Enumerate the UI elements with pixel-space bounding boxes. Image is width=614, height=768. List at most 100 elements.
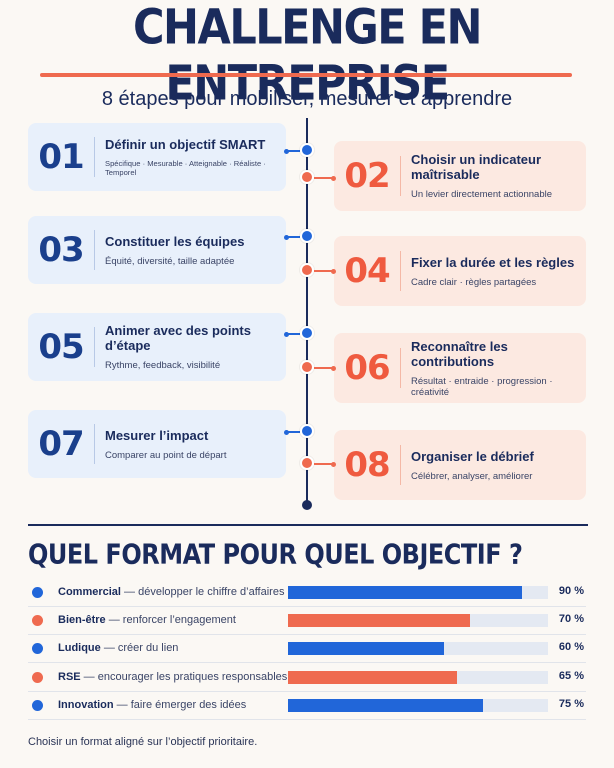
step-card-07: 07 Mesurer l’impact Comparer au point de… bbox=[28, 410, 286, 478]
step-connector bbox=[284, 148, 300, 153]
footer-note: Choisir un format aligné sur l’objectif … bbox=[28, 736, 258, 748]
timeline-dot bbox=[300, 143, 314, 157]
format-percentage: 60 % bbox=[558, 641, 584, 653]
step-description: Résultat · entraide · progression · créa… bbox=[411, 375, 553, 398]
title-underline bbox=[40, 73, 572, 77]
format-row: Ludique — créer du lien 60 % bbox=[28, 635, 586, 663]
progress-fill bbox=[288, 699, 483, 712]
progress-fill bbox=[288, 586, 522, 599]
format-label: RSE — encourager les pratiques responsab… bbox=[58, 671, 287, 683]
format-bullet bbox=[32, 672, 43, 683]
card-divider bbox=[94, 230, 95, 270]
step-card-05: 05 Animer avec des points d’étape Rythme… bbox=[28, 313, 286, 381]
card-divider bbox=[400, 156, 401, 196]
step-description: Un levier directement actionnable bbox=[411, 189, 552, 200]
progress-track bbox=[288, 586, 548, 599]
format-bullet bbox=[32, 643, 43, 654]
timeline-dot bbox=[300, 229, 314, 243]
format-bullet bbox=[32, 700, 43, 711]
format-row: Innovation — faire émerger des idées 75 % bbox=[28, 692, 586, 720]
progress-track bbox=[288, 614, 548, 627]
step-title: Reconnaître les contributions bbox=[411, 338, 508, 369]
step-number: 03 bbox=[38, 230, 84, 270]
step-description: Spécifique · Mesurable · Atteignable · R… bbox=[105, 159, 266, 177]
format-description: — développer le chiffre d’affaires bbox=[120, 586, 285, 598]
section-divider bbox=[28, 524, 588, 526]
format-name: RSE bbox=[58, 671, 81, 683]
format-bullet bbox=[32, 587, 43, 598]
timeline-dot bbox=[300, 424, 314, 438]
progress-track bbox=[288, 671, 548, 684]
format-label: Ludique — créer du lien bbox=[58, 642, 178, 654]
step-card-03: 03 Constituer les équipes Équité, divers… bbox=[28, 216, 286, 284]
step-card-04: 04 Fixer la durée et les règles Cadre cl… bbox=[334, 236, 586, 306]
timeline-end-dot bbox=[302, 500, 312, 510]
step-connector bbox=[284, 234, 300, 239]
format-name: Ludique bbox=[58, 642, 101, 654]
page-title: CHALLENGE EN ENTREPRISE bbox=[133, 0, 482, 112]
step-description: Comparer au point de départ bbox=[105, 449, 227, 461]
progress-fill bbox=[288, 642, 444, 655]
section-title: QUEL FORMAT POUR QUEL OBJECTIF ? bbox=[28, 538, 523, 571]
step-card-08: 08 Organiser le débrief Célébrer, analys… bbox=[334, 430, 586, 500]
step-description: Célébrer, analyser, améliorer bbox=[411, 470, 533, 482]
step-connector bbox=[314, 268, 336, 273]
format-label: Innovation — faire émerger des idées bbox=[58, 699, 246, 711]
format-name: Bien-être bbox=[58, 614, 106, 626]
step-title: Définir un objectif SMART bbox=[105, 137, 266, 152]
step-connector bbox=[284, 429, 300, 434]
progress-track bbox=[288, 642, 548, 655]
step-connector bbox=[314, 175, 336, 180]
step-title: Mesurer l’impact bbox=[105, 427, 209, 443]
step-title: Fixer la durée et les règles bbox=[411, 254, 575, 270]
step-card-02: 02 Choisir un indicateur maîtrisable Un … bbox=[334, 141, 586, 211]
format-row: Commercial — développer le chiffre d’aff… bbox=[28, 579, 586, 607]
format-row: RSE — encourager les pratiques responsab… bbox=[28, 664, 586, 692]
page-subtitle: 8 étapes pour mobiliser, mesurer et appr… bbox=[101, 88, 513, 110]
format-row: Bien-être — renforcer l’engagement 70 % bbox=[28, 607, 586, 635]
card-divider bbox=[94, 424, 95, 464]
card-divider bbox=[400, 348, 401, 388]
format-name: Innovation bbox=[58, 699, 114, 711]
step-number: 06 bbox=[344, 348, 390, 388]
step-description: Équité, diversité, taille adaptée bbox=[105, 255, 235, 267]
step-number: 07 bbox=[38, 424, 84, 464]
format-bullet bbox=[32, 615, 43, 626]
format-percentage: 65 % bbox=[558, 670, 584, 682]
step-title: Organiser le débrief bbox=[411, 448, 534, 464]
format-percentage: 75 % bbox=[558, 698, 584, 710]
format-name: Commercial bbox=[58, 586, 121, 598]
step-number: 04 bbox=[344, 251, 390, 291]
step-number: 08 bbox=[344, 445, 390, 485]
card-divider bbox=[400, 445, 401, 485]
timeline-dot bbox=[300, 360, 314, 374]
timeline-dot bbox=[300, 326, 314, 340]
format-description: — renforcer l’engagement bbox=[105, 614, 236, 626]
step-number: 02 bbox=[344, 156, 390, 196]
timeline-dot bbox=[300, 170, 314, 184]
card-divider bbox=[94, 137, 95, 177]
step-title: Animer avec des points d’étape bbox=[105, 323, 251, 353]
step-description: Rythme, feedback, visibilité bbox=[105, 360, 221, 371]
timeline-dot bbox=[300, 456, 314, 470]
format-description: — faire émerger des idées bbox=[113, 699, 247, 711]
step-connector bbox=[284, 331, 300, 336]
card-divider bbox=[400, 251, 401, 291]
progress-fill bbox=[288, 614, 470, 627]
progress-track bbox=[288, 699, 548, 712]
format-label: Bien-être — renforcer l’engagement bbox=[58, 614, 236, 626]
step-connector bbox=[314, 461, 336, 466]
progress-fill bbox=[288, 671, 457, 684]
timeline-dot bbox=[300, 263, 314, 277]
step-description: Cadre clair · règles partagées bbox=[411, 276, 537, 288]
format-percentage: 90 % bbox=[558, 585, 584, 597]
format-description: — créer du lien bbox=[100, 642, 179, 654]
format-description: — encourager les pratiques responsables bbox=[80, 671, 288, 683]
step-card-06: 06 Reconnaître les contributions Résulta… bbox=[334, 333, 586, 403]
step-connector bbox=[314, 365, 336, 370]
step-number: 01 bbox=[38, 137, 84, 177]
format-label: Commercial — développer le chiffre d’aff… bbox=[58, 586, 284, 598]
step-title: Constituer les équipes bbox=[105, 233, 245, 249]
step-number: 05 bbox=[38, 327, 84, 367]
step-card-01: 01 Définir un objectif SMART Spécifique … bbox=[28, 123, 286, 191]
